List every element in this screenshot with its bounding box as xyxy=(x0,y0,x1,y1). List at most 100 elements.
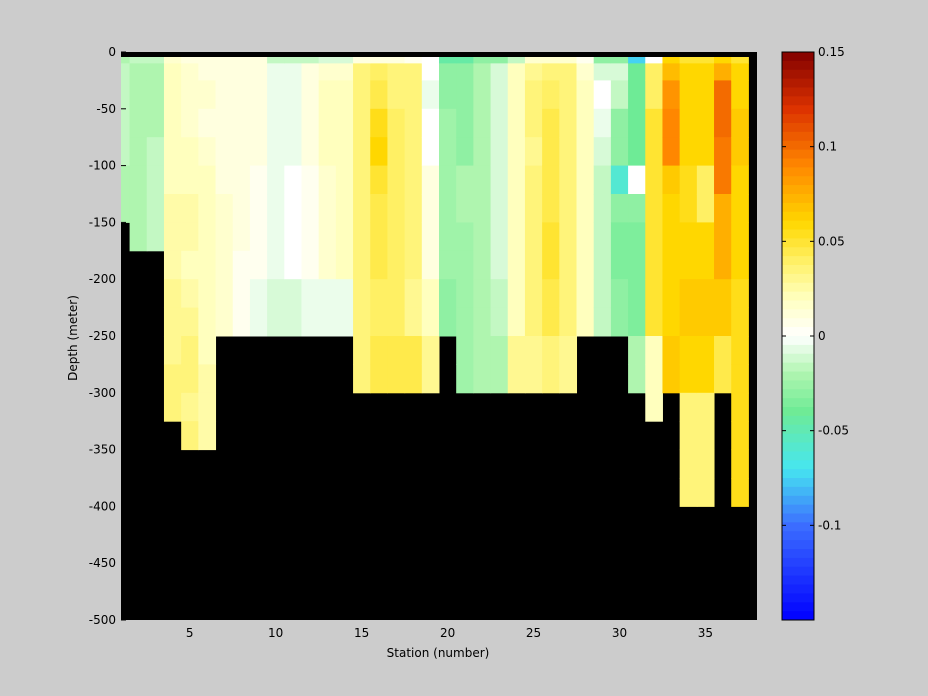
heatmap-cell xyxy=(163,80,182,110)
heatmap-cell xyxy=(439,194,457,223)
heatmap-cell xyxy=(645,392,663,422)
heatmap-cell xyxy=(181,63,199,81)
colorbar-band xyxy=(782,291,814,301)
heatmap-cell xyxy=(301,165,320,195)
heatmap-cell xyxy=(507,250,526,280)
heatmap-cell xyxy=(387,80,406,110)
heatmap-cell xyxy=(679,165,698,195)
heatmap-cell xyxy=(524,52,543,64)
heatmap-cell xyxy=(679,52,698,64)
heatmap-cell xyxy=(370,279,388,309)
heatmap-cell xyxy=(490,222,509,252)
heatmap-cell xyxy=(129,80,148,110)
heatmap-cell xyxy=(163,250,182,280)
heatmap-cell xyxy=(215,279,234,309)
heatmap-cell xyxy=(232,250,251,280)
heatmap-cell xyxy=(163,165,182,195)
heatmap-cell xyxy=(249,80,268,110)
heatmap-cell xyxy=(181,137,199,167)
heatmap-cell xyxy=(524,63,543,81)
heatmap-cell xyxy=(318,80,337,110)
heatmap-cell xyxy=(404,52,423,64)
heatmap-cell xyxy=(662,194,681,223)
heatmap-cell xyxy=(456,165,474,195)
heatmap-cell xyxy=(645,307,663,337)
heatmap-cell xyxy=(645,364,663,394)
heatmap-cell xyxy=(301,108,320,138)
heatmap-cell xyxy=(714,165,732,195)
heatmap-cell xyxy=(121,108,131,138)
heatmap-cell xyxy=(662,165,681,195)
heatmap-cell xyxy=(353,336,371,365)
heatmap-cell xyxy=(129,137,148,167)
heatmap-cell xyxy=(370,307,388,337)
heatmap-cell xyxy=(456,279,474,309)
heatmap-cell xyxy=(284,307,302,337)
heatmap-cell xyxy=(387,63,406,81)
x-tick-label: 20 xyxy=(440,626,455,640)
heatmap-cell xyxy=(439,63,457,81)
colorbar-band xyxy=(782,540,814,550)
heatmap-cell xyxy=(714,279,732,309)
heatmap-cell xyxy=(576,63,595,81)
colorbar-band xyxy=(782,87,814,97)
heatmap-cell xyxy=(473,194,492,223)
heatmap-cell xyxy=(559,165,578,195)
plot-area xyxy=(121,52,757,620)
heatmap-cell xyxy=(284,194,302,223)
colorbar-band xyxy=(782,131,814,142)
colorbar-band xyxy=(782,460,814,470)
heatmap-cell xyxy=(731,250,749,280)
colorbar-band xyxy=(782,273,814,284)
colorbar-band xyxy=(782,238,814,248)
heatmap-cell xyxy=(731,336,749,365)
heatmap-cell xyxy=(731,52,749,64)
heatmap-cell xyxy=(439,250,457,280)
heatmap-cell xyxy=(318,63,337,81)
colorbar-band xyxy=(782,469,814,479)
heatmap-cell xyxy=(593,307,612,337)
heatmap-cell xyxy=(490,336,509,365)
heatmap-cell xyxy=(284,108,302,138)
heatmap-cell xyxy=(267,165,285,195)
heatmap-cell xyxy=(267,63,285,81)
heatmap-cell xyxy=(353,137,371,167)
x-tick-label: 30 xyxy=(612,626,627,640)
heatmap-cell xyxy=(198,108,217,138)
heatmap-cell xyxy=(593,80,612,110)
heatmap-cell xyxy=(439,222,457,252)
heatmap-cell xyxy=(421,63,440,81)
heatmap-cell xyxy=(696,336,715,365)
y-tick-label: -500 xyxy=(89,613,116,627)
heatmap-cell xyxy=(387,52,406,64)
heatmap-cell xyxy=(731,80,749,110)
heatmap-cell xyxy=(628,250,646,280)
heatmap-cell xyxy=(731,137,749,167)
heatmap-cell xyxy=(679,194,698,223)
heatmap-cell xyxy=(284,80,302,110)
heatmap-cell xyxy=(232,108,251,138)
heatmap-cell xyxy=(628,63,646,81)
heatmap-cell xyxy=(696,108,715,138)
colorbar-band xyxy=(782,52,814,62)
colorbar-band xyxy=(782,433,814,443)
heatmap-cell xyxy=(353,52,371,64)
heatmap-cell xyxy=(559,80,578,110)
heatmap-cell xyxy=(696,63,715,81)
heatmap-cell xyxy=(714,336,732,365)
heatmap-cell xyxy=(593,279,612,309)
heatmap-cell xyxy=(473,52,492,64)
heatmap-cell xyxy=(163,307,182,337)
heatmap-cell xyxy=(662,63,681,81)
heatmap-cell xyxy=(559,108,578,138)
colorbar-band xyxy=(782,495,814,506)
heatmap-cell xyxy=(404,80,423,110)
heatmap-cell xyxy=(507,137,526,167)
heatmap-cell xyxy=(679,108,698,138)
colorbar-band xyxy=(782,442,814,452)
heatmap-cell xyxy=(232,165,251,195)
heatmap-cell xyxy=(559,222,578,252)
heatmap-cell xyxy=(714,52,732,64)
colorbar-band xyxy=(782,344,814,355)
heatmap-cell xyxy=(593,250,612,280)
